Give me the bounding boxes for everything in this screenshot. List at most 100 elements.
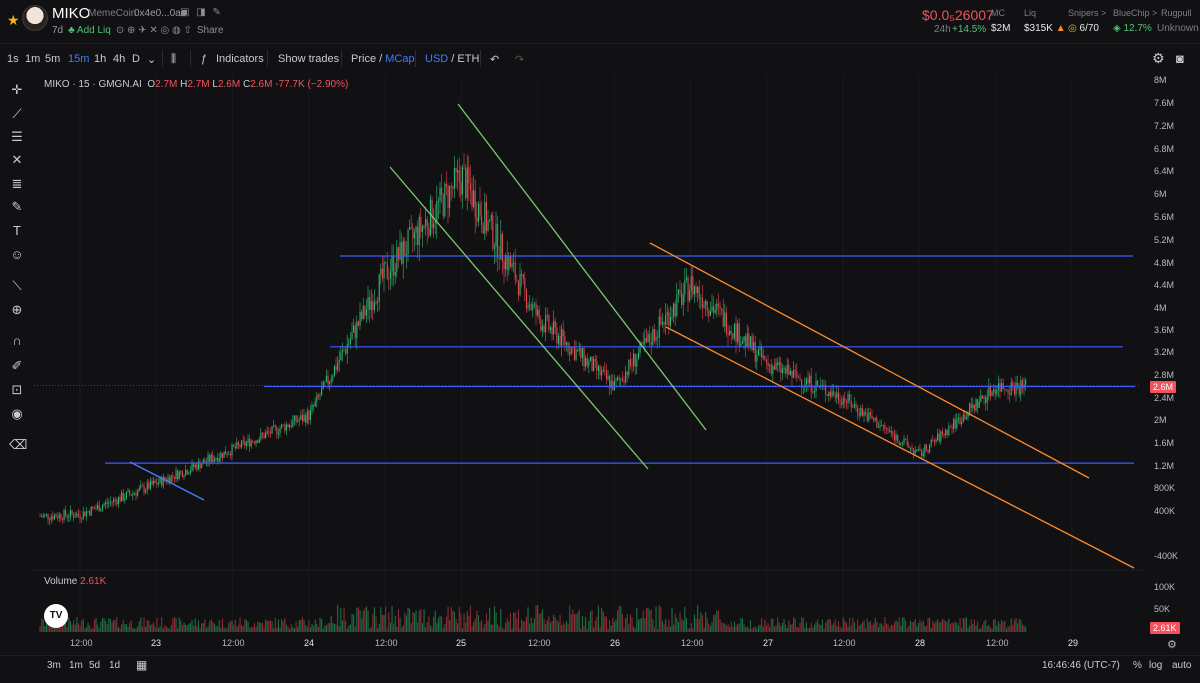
interval-1h[interactable]: 1h xyxy=(94,53,107,65)
magnet-icon[interactable]: ∩ xyxy=(12,333,22,348)
candle-body xyxy=(105,502,107,505)
fib-icon[interactable]: ≣ xyxy=(11,176,23,191)
candle-body xyxy=(735,324,737,342)
log-toggle[interactable]: log xyxy=(1149,660,1163,671)
candle-body xyxy=(121,492,123,502)
emoji-icon[interactable]: ☺ xyxy=(10,247,24,262)
share-button[interactable]: Share xyxy=(196,25,224,36)
auto-toggle[interactable]: auto xyxy=(1172,660,1192,671)
candle-body xyxy=(98,504,100,512)
volume-bar xyxy=(140,617,142,632)
pattern-icon[interactable]: ✕ xyxy=(11,152,23,167)
link-icons[interactable]: ⊙ ⊕ ✈ ✕ ◎ ◍ ⇧ xyxy=(115,25,192,36)
redo-icon[interactable]: ↷ xyxy=(515,54,525,66)
volume-bar xyxy=(962,618,964,632)
crosshair-icon[interactable]: ✛ xyxy=(11,82,23,97)
zoom-icon[interactable]: ⊕ xyxy=(11,302,23,317)
candle-body xyxy=(263,434,265,439)
interval-4h[interactable]: 4h xyxy=(113,53,126,65)
candle-body xyxy=(666,312,668,316)
legend-close: 2.6M xyxy=(250,79,273,90)
candle-body xyxy=(329,381,331,385)
candle-body xyxy=(796,371,798,378)
undo-icon[interactable]: ↶ xyxy=(490,54,500,66)
volume-bar xyxy=(351,613,353,632)
volume-bar xyxy=(919,619,921,632)
candle-body xyxy=(87,511,89,513)
volume-bar xyxy=(281,619,283,632)
show-trades-button[interactable]: Show trades xyxy=(278,53,340,65)
candle-body xyxy=(698,286,700,299)
candle-body xyxy=(522,274,524,279)
indicators-button[interactable]: Indicators xyxy=(216,53,264,65)
volume-bar xyxy=(242,626,244,632)
goto-date-calendar-icon[interactable]: ▦ xyxy=(136,658,148,672)
interval-15m[interactable]: 15m xyxy=(68,53,90,65)
horizontal-lines-icon[interactable]: ☰ xyxy=(11,129,23,144)
volume-bar xyxy=(172,618,174,632)
token-address[interactable]: 0x4e0...0ac xyxy=(134,8,186,19)
header-social-icons[interactable]: ▣ ◨ ✎ xyxy=(180,7,223,18)
volume-bar xyxy=(589,611,591,632)
ruler-icon[interactable]: ⟍ xyxy=(12,278,22,293)
interval-5m[interactable]: 5m xyxy=(45,53,61,65)
candle-body xyxy=(751,336,753,351)
candle-body xyxy=(308,411,310,421)
volume-bar xyxy=(151,624,153,632)
volume-bar xyxy=(471,626,473,632)
candle-body xyxy=(402,240,404,264)
candle-body xyxy=(393,255,395,276)
trend-line-icon[interactable]: ⟋ xyxy=(12,106,22,121)
candle-body xyxy=(514,262,516,280)
volume-bar xyxy=(1021,624,1023,632)
candle-body xyxy=(445,183,447,187)
candle-body xyxy=(337,363,339,370)
price-chart[interactable] xyxy=(0,70,1200,655)
stat-bluechip-label[interactable]: BlueChip > xyxy=(1113,8,1158,18)
candle-body xyxy=(785,368,787,374)
favorite-star-icon[interactable]: ★ xyxy=(7,12,20,28)
interval-d[interactable]: D xyxy=(132,53,140,65)
volume-bar xyxy=(791,623,793,632)
volume-bar xyxy=(428,616,430,632)
stay-drawing-icon[interactable]: ✐ xyxy=(11,358,23,373)
brush-icon[interactable]: ✎ xyxy=(11,199,23,214)
trash-icon[interactable]: ⌫ xyxy=(9,437,28,452)
interval-dropdown-chevron-icon[interactable]: ⌄ xyxy=(147,54,157,66)
interval-1s[interactable]: 1s xyxy=(7,53,19,65)
volume-bar xyxy=(650,609,652,632)
range-5d[interactable]: 5d xyxy=(89,660,101,671)
legend-symbol: MIKO · 15 · GMGN.AI xyxy=(44,79,142,90)
lock-icon[interactable]: ⊡ xyxy=(11,382,23,397)
volume-bar xyxy=(452,610,454,632)
volume-bar xyxy=(666,627,668,632)
add-liq-button[interactable]: ♣ Add Liq xyxy=(68,25,111,36)
candle-type-icon[interactable]: ⫼ xyxy=(171,53,177,65)
volume-bar xyxy=(956,622,958,632)
volume-bar xyxy=(969,625,971,632)
candle-body xyxy=(679,289,681,292)
text-icon[interactable]: T xyxy=(13,223,21,238)
percent-toggle[interactable]: % xyxy=(1133,660,1142,671)
currency-toggle[interactable]: USD / ETH xyxy=(425,53,480,65)
axis-settings-gear-icon[interactable]: ⚙ xyxy=(1167,639,1177,651)
volume-bar xyxy=(713,615,715,632)
interval-1m[interactable]: 1m xyxy=(25,53,41,65)
candle-body xyxy=(42,515,44,517)
range-1d[interactable]: 1d xyxy=(109,660,121,671)
camera-icon[interactable]: ◙ xyxy=(1176,51,1184,66)
eye-icon[interactable]: ◉ xyxy=(11,406,23,421)
range-1m[interactable]: 1m xyxy=(69,660,83,671)
candle-body xyxy=(562,329,564,337)
range-3m[interactable]: 3m xyxy=(47,660,61,671)
stat-snipers-label[interactable]: Snipers > xyxy=(1068,8,1107,18)
indicators-icon[interactable]: ƒ xyxy=(201,53,208,65)
candle-body xyxy=(373,302,375,311)
candle-body xyxy=(335,366,337,370)
vol-axis-100k: 100K xyxy=(1154,582,1176,592)
volume-bar xyxy=(567,623,569,632)
price-toggle[interactable]: Price / MCap xyxy=(351,53,415,65)
settings-gear-icon[interactable]: ⚙ xyxy=(1152,50,1165,66)
volume-bar xyxy=(223,626,225,632)
volume-bar xyxy=(959,618,961,632)
